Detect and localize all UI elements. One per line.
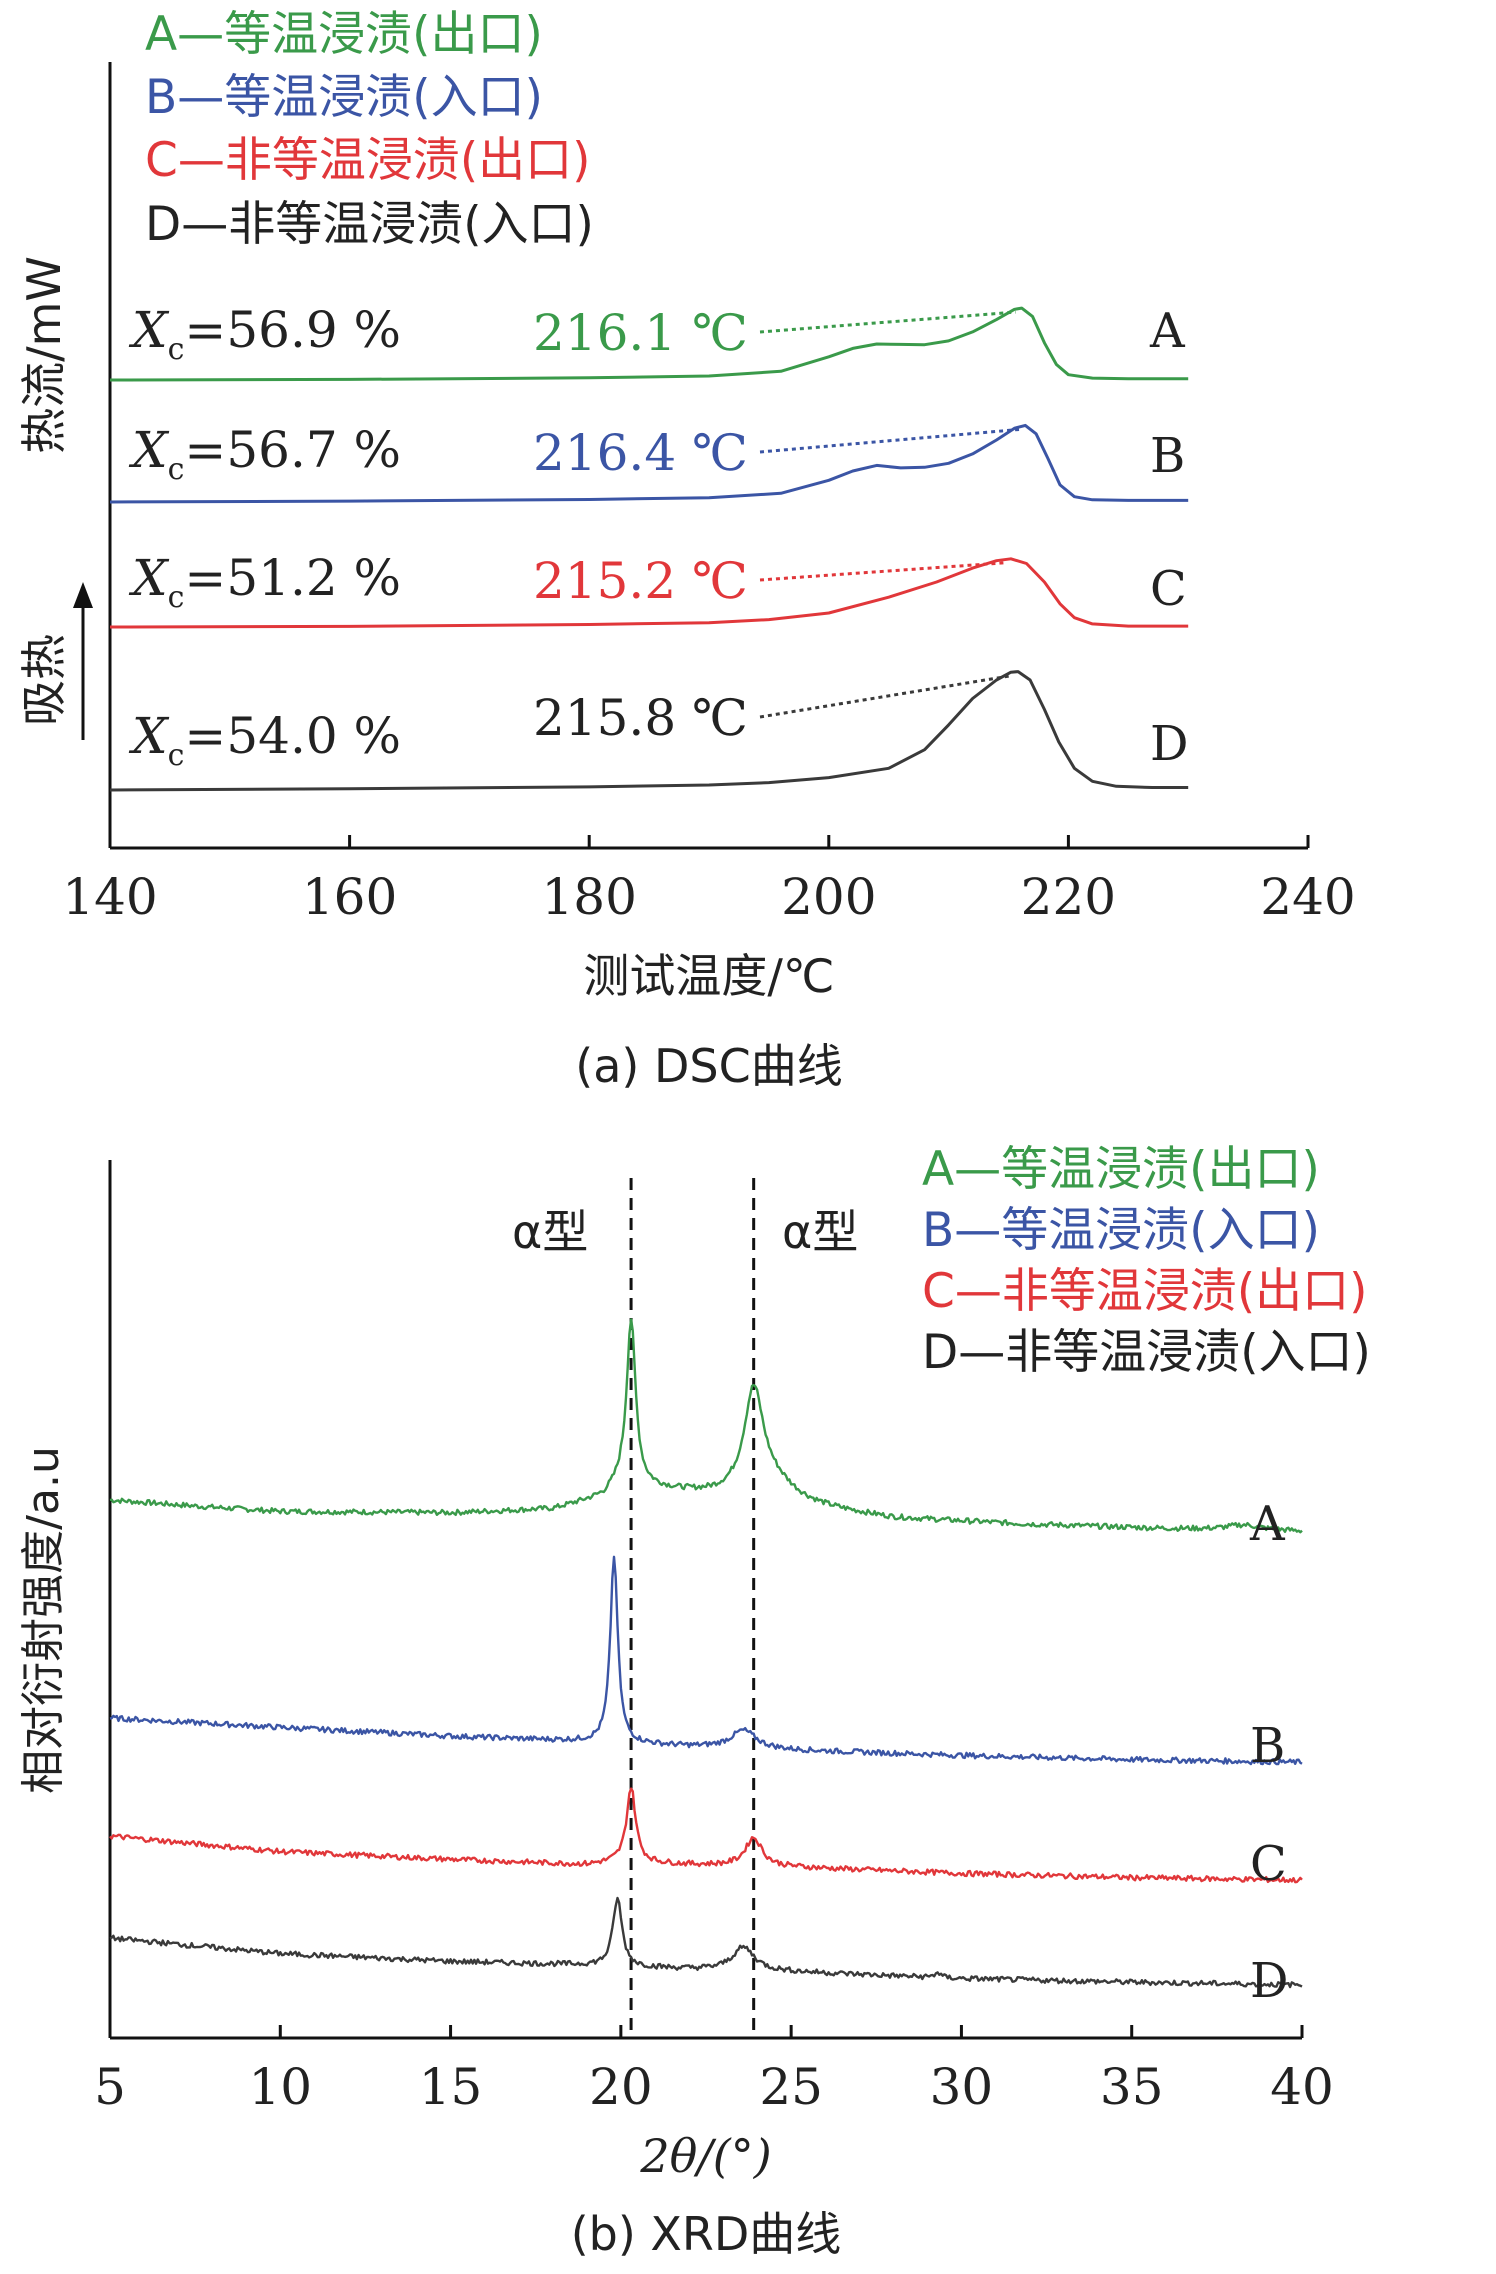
xrd-x-tick-label: 15 [419, 2058, 483, 2116]
xrd-x-tick-label: 40 [1270, 2058, 1334, 2116]
dsc-series-label-A: A [1149, 303, 1186, 359]
xrd-x-tick-label: 30 [930, 2058, 994, 2116]
dsc-legend-A: A—等温浸渍(出口) [145, 7, 543, 62]
endotherm-arrow-icon [73, 582, 93, 740]
dsc-xc-labels: Xc=56.9 % Xc=56.7 % Xc=51.2 % Xc=54.0 % [128, 301, 401, 773]
dsc-x-tick-label: 140 [62, 868, 157, 926]
xrd-reference-lines [629, 1178, 756, 2038]
xrd-x-tick-label: 5 [94, 2058, 126, 2116]
xrd-series-label-C: C [1250, 1836, 1287, 1892]
dsc-legend-C: C—非等温浸渍(出口) [145, 133, 591, 188]
xc-label-C: Xc=51.2 % [128, 549, 401, 615]
xrd-panel: 5 10 15 20 25 30 35 40 相对衍射强度/a.u α型 α型 A—等温浸渍(… [18, 1142, 1371, 2261]
xrd-legend-D: D—非等温浸渍(入口) [922, 1325, 1371, 1380]
xc-label-A: Xc=56.9 % [128, 301, 401, 367]
dsc-x-tick-label: 180 [541, 868, 636, 926]
xrd-ylabel: 相对衍射强度/a.u [18, 1446, 69, 1794]
xrd-legend-C: C—非等温浸渍(出口) [922, 1264, 1368, 1319]
dsc-caption: (a) DSC曲线 [575, 1039, 842, 1093]
alpha-label-1: α型 [512, 1205, 588, 1259]
xrd-curves [109, 1318, 1303, 1989]
xrd-series-label-A: A [1249, 1496, 1286, 1552]
dsc-x-tick-label: 240 [1260, 868, 1355, 926]
xrd-series-D [109, 1896, 1303, 1989]
xrd-series-labels: A B C D [1249, 1496, 1288, 2009]
xrd-legend-B: B—等温浸渍(入口) [922, 1203, 1320, 1258]
dsc-panel: A—等温浸渍(出口) B—等温浸渍(入口) C—非等温浸渍(出口) D—非等温浸… [17, 7, 1356, 1093]
xrd-caption: (b) XRD曲线 [571, 2207, 842, 2261]
xrd-series-A [109, 1318, 1303, 1534]
xrd-x-tick-label: 35 [1100, 2058, 1164, 2116]
dsc-x-tick-label: 220 [1021, 868, 1116, 926]
dsc-series-label-D: D [1150, 716, 1188, 772]
xrd-x-tick-label: 10 [248, 2058, 312, 2116]
xrd-legend-A: A—等温浸渍(出口) [922, 1142, 1320, 1197]
xrd-x-tick-label: 20 [589, 2058, 653, 2116]
dsc-peak-leader-B [759, 427, 1020, 454]
peak-label-A: 216.1 ℃ [533, 304, 748, 362]
dsc-series-label-B: B [1150, 428, 1185, 484]
dsc-peak-leader-A [759, 310, 1016, 334]
dsc-endo-label: 吸热 [17, 634, 71, 726]
dsc-legend-D: D—非等温浸渍(入口) [145, 197, 594, 252]
dsc-ylabel: 热流/mW [17, 256, 71, 454]
xc-label-B: Xc=56.7 % [128, 421, 401, 487]
dsc-series-A [109, 306, 1189, 382]
dsc-peak-leader-C [759, 561, 1006, 582]
xrd-xlabel: 2θ/(°) [639, 2129, 771, 2183]
xrd-x-tick-label: 25 [759, 2058, 823, 2116]
dsc-xlabel: 测试温度/℃ [583, 949, 834, 1003]
xrd-legend: A—等温浸渍(出口) B—等温浸渍(入口) C—非等温浸渍(出口) D—非等温浸… [922, 1142, 1371, 1380]
xrd-x-ticks: 5 10 15 20 25 30 35 40 [94, 2025, 1334, 2116]
xrd-series-B [109, 1555, 1303, 1766]
dsc-peak-labels: 216.1 ℃ 216.4 ℃ 215.2 ℃ 215.8 ℃ [533, 304, 748, 747]
dsc-x-tick-label: 200 [781, 868, 876, 926]
peak-label-C: 215.2 ℃ [533, 552, 748, 610]
dsc-curves [109, 306, 1189, 792]
peak-label-B: 216.4 ℃ [533, 424, 748, 482]
dsc-x-ticks: 140 160 180 200 220 240 [62, 835, 1356, 926]
dsc-series-B [109, 423, 1189, 504]
dsc-legend-B: B—等温浸渍(入口) [145, 70, 543, 125]
alpha-label-2: α型 [782, 1205, 858, 1259]
dsc-legend: A—等温浸渍(出口) B—等温浸渍(入口) C—非等温浸渍(出口) D—非等温浸… [145, 7, 594, 252]
dsc-x-tick-label: 160 [302, 868, 397, 926]
xc-label-D: Xc=54.0 % [128, 707, 401, 773]
dsc-series-label-C: C [1150, 561, 1187, 617]
dsc-series-D [109, 670, 1189, 792]
dsc-peak-leader-D [759, 674, 1013, 719]
dsc-series-labels: A B C D [1149, 303, 1188, 772]
xrd-series-label-D: D [1250, 1953, 1288, 2009]
peak-label-D: 215.8 ℃ [533, 689, 748, 747]
xrd-series-label-B: B [1250, 1718, 1285, 1774]
xrd-series-C [109, 1787, 1303, 1884]
